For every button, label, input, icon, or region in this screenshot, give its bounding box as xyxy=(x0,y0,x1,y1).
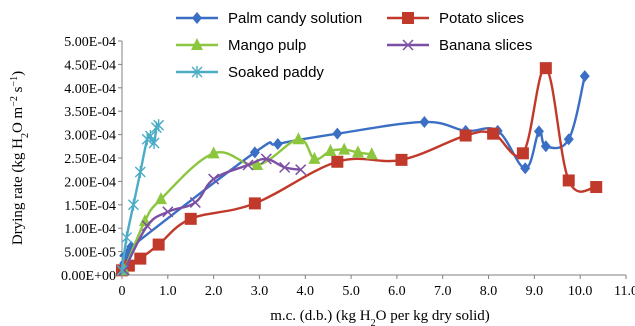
data-point xyxy=(395,153,408,166)
legend-label: Soaked paddy xyxy=(228,64,324,81)
legend-entry: Mango pulp xyxy=(176,37,306,54)
series-mango-pulp xyxy=(118,132,378,276)
legend: Palm candy solution Potato slices Mango pu… xyxy=(176,10,532,81)
data-point xyxy=(121,231,133,244)
series-banana-slices xyxy=(118,153,307,276)
series-soaked-paddy xyxy=(116,119,165,277)
legend-label: Banana slices xyxy=(439,37,532,54)
data-point xyxy=(331,155,344,168)
data-point xyxy=(116,264,128,277)
data-point xyxy=(249,146,260,159)
data-point xyxy=(248,197,261,210)
data-point xyxy=(459,129,472,142)
data-point xyxy=(134,166,146,179)
y-tick-label: 2.00E-04 xyxy=(64,175,116,190)
x-tick-label: 6.0 xyxy=(388,284,406,299)
y-axis-label: Drying rate (kg H2O m−2 s−1) xyxy=(9,71,31,245)
y-tick-label: 4.00E-04 xyxy=(64,82,116,97)
legend-label: Potato slices xyxy=(439,10,524,27)
data-point xyxy=(562,174,575,187)
data-point xyxy=(251,158,264,171)
y-tick-label: 3.50E-04 xyxy=(64,105,116,120)
x-tick-label: 0 xyxy=(119,284,126,299)
data-point xyxy=(402,12,414,24)
data-point xyxy=(308,151,321,164)
series-line xyxy=(123,157,301,271)
data-point xyxy=(184,212,197,225)
data-point xyxy=(148,137,160,150)
data-point xyxy=(242,159,254,171)
data-point xyxy=(419,115,430,128)
data-point xyxy=(338,142,351,155)
data-point xyxy=(127,198,139,211)
data-point xyxy=(351,145,364,158)
x-tick-label: 5.0 xyxy=(342,284,360,299)
data-point xyxy=(118,264,130,276)
data-point xyxy=(208,173,220,185)
legend-entry: Potato slices xyxy=(387,10,524,27)
data-point xyxy=(191,66,203,78)
data-point xyxy=(579,70,590,83)
data-point xyxy=(540,140,551,153)
x-tick-label: 1.0 xyxy=(159,284,177,299)
y-tick-label: 5.00E-04 xyxy=(64,35,116,50)
y-tick-labels: 0.00E+00 5.00E-05 1.00E-04 1.50E-04 2.00E-04… xyxy=(61,35,122,284)
data-point xyxy=(324,143,337,156)
data-point xyxy=(520,162,531,175)
legend-entry: Palm candy solution xyxy=(176,10,362,27)
data-point xyxy=(539,62,552,75)
series-potato-slices xyxy=(116,62,603,277)
x-axis-label: m.c. (d.b.) (kg H2O per kg dry solid) xyxy=(270,308,490,326)
legend-entry: Banana slices xyxy=(387,37,532,54)
data-point xyxy=(141,220,153,232)
y-tick-label: 1.00E-04 xyxy=(64,222,116,237)
data-point xyxy=(516,147,529,160)
y-tick-label: 2.50E-04 xyxy=(64,152,116,167)
x-tick-label: 7.0 xyxy=(434,284,452,299)
data-point xyxy=(332,127,343,140)
y-tick-label: 3.00E-04 xyxy=(64,129,116,144)
series-lines xyxy=(116,62,603,277)
data-point xyxy=(154,192,167,205)
data-point xyxy=(292,132,305,145)
data-point xyxy=(487,127,500,140)
x-tick-label: 11.0 xyxy=(614,284,635,299)
x-tick-labels: 0 1.0 2.0 3.0 4.0 5.0 6.0 7.0 8.0 9.0 10.0 11.0 xyxy=(119,275,635,299)
legend-label: Palm candy solution xyxy=(228,10,362,27)
data-point xyxy=(162,206,174,218)
series-line xyxy=(119,75,586,271)
data-point xyxy=(192,12,202,24)
data-point xyxy=(152,238,165,251)
data-point xyxy=(279,161,291,173)
data-point xyxy=(295,164,307,176)
data-point xyxy=(189,196,201,208)
data-point xyxy=(533,125,544,138)
x-tick-label: 8.0 xyxy=(480,284,498,299)
legend-label: Mango pulp xyxy=(228,37,306,54)
data-point xyxy=(260,153,272,165)
y-tick-label: 1.50E-04 xyxy=(64,199,116,214)
x-tick-label: 2.0 xyxy=(205,284,223,299)
data-point xyxy=(590,181,603,194)
data-point xyxy=(272,137,283,150)
x-tick-label: 3.0 xyxy=(251,284,269,299)
data-point xyxy=(153,119,165,132)
data-point xyxy=(191,38,203,50)
y-tick-label: 4.50E-04 xyxy=(64,58,116,73)
x-tick-label: 4.0 xyxy=(297,284,315,299)
data-point xyxy=(134,252,147,265)
data-point xyxy=(207,146,220,159)
x-tick-label: 10.0 xyxy=(568,284,593,299)
data-point xyxy=(365,147,378,160)
legend-entry: Soaked paddy xyxy=(176,64,324,81)
data-point xyxy=(563,133,574,146)
y-tick-label: 5.00E-05 xyxy=(64,246,116,261)
x-tick-label: 9.0 xyxy=(526,284,544,299)
y-tick-label: 0.00E+00 xyxy=(61,269,116,284)
data-point xyxy=(402,39,414,51)
